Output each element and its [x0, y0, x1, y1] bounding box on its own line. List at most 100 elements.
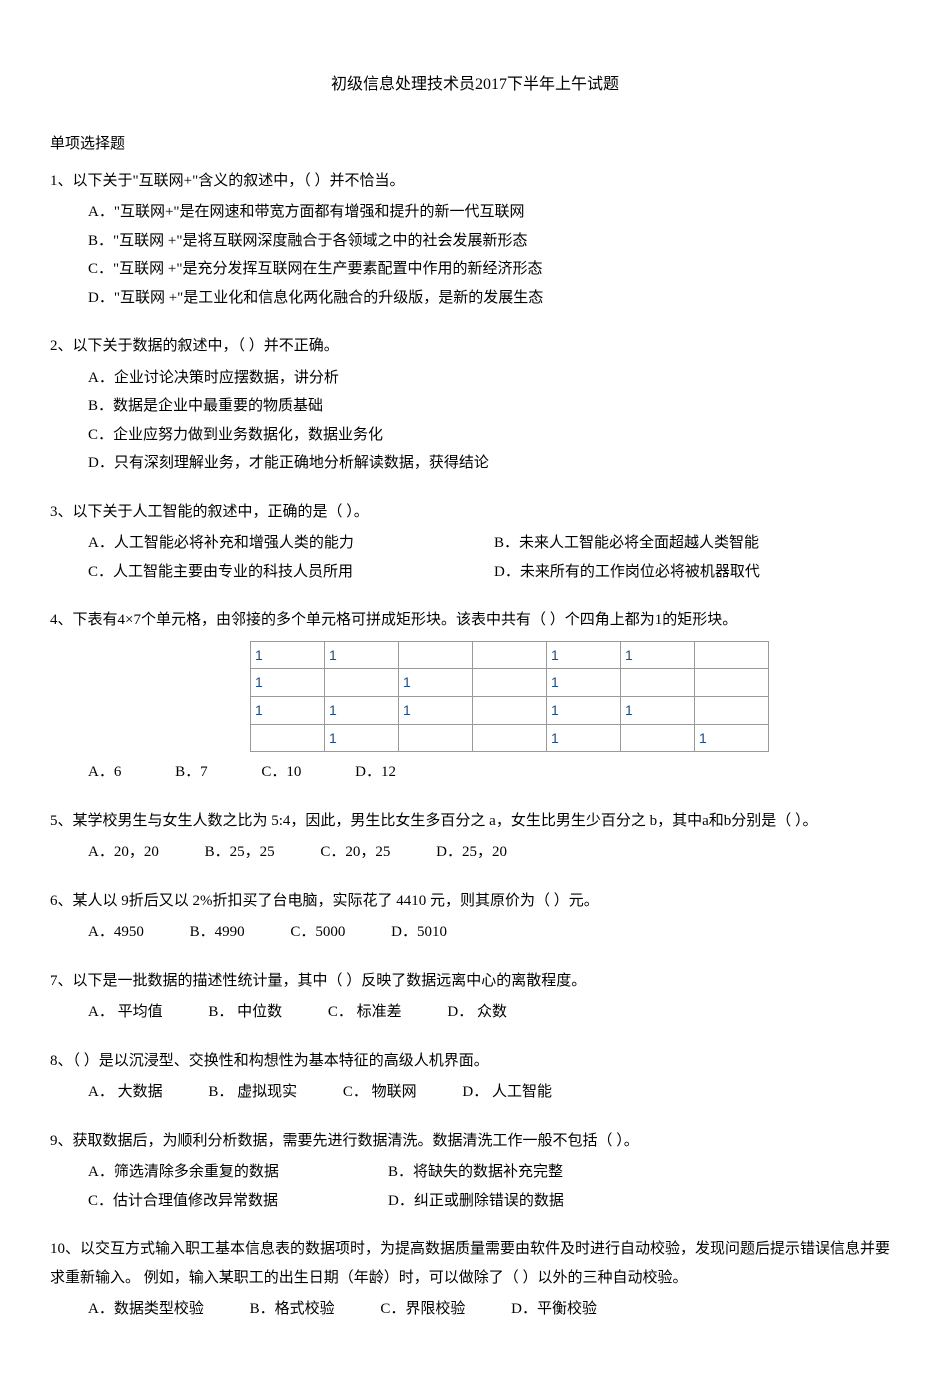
data-table: 1 1 1 1 1 1 1 1 1 1 1 1 1	[250, 641, 769, 752]
question-10: 10、以交互方式输入职工基本信息表的数据项时，为提高数据质量需要由软件及时进行自…	[50, 1235, 900, 1324]
question-text: 4、下表有4×7个单元格，由邻接的多个单元格可拼成矩形块。该表中共有（ ）个四角…	[50, 606, 900, 635]
cell: 1	[399, 669, 473, 697]
cell: 1	[325, 724, 399, 752]
question-stem: 以下是一批数据的描述性统计量，其中（ ）反映了数据远离中心的离散程度。	[73, 973, 587, 989]
question-num: 6、	[50, 893, 73, 909]
question-4: 4、下表有4×7个单元格，由邻接的多个单元格可拼成矩形块。该表中共有（ ）个四角…	[50, 606, 900, 786]
option-a: A．人工智能必将补充和增强人类的能力	[88, 529, 494, 558]
question-num: 8、	[50, 1053, 73, 1069]
question-2: 2、以下关于数据的叙述中，（ ）并不正确。 A．企业讨论决策时应摆数据，讲分析 …	[50, 332, 900, 478]
option-c: C．10	[261, 764, 301, 780]
option-c: C． 标准差	[328, 1004, 402, 1020]
option-b: B．格式校验	[250, 1301, 335, 1317]
question-stem: 以下关于"互联网+"含义的叙述中，（ ）并不恰当。	[73, 173, 405, 189]
question-stem: 某学校男生与女生人数之比为 5:4，因此，男生比女生多百分之 a，女生比男生少百…	[73, 813, 818, 829]
cell	[399, 641, 473, 669]
cell: 1	[325, 697, 399, 725]
question-stem: 以下关于数据的叙述中，（ ）并不正确。	[73, 338, 339, 354]
question-num: 1、	[50, 173, 73, 189]
option-b: B．4990	[190, 924, 245, 940]
cell	[473, 724, 547, 752]
cell	[473, 697, 547, 725]
cell: 1	[547, 669, 621, 697]
table-row: 1 1 1 1	[251, 641, 769, 669]
question-stem: （ ）是以沉浸型、交换性和构想性为基本特征的高级人机界面。	[73, 1053, 489, 1069]
cell: 1	[547, 697, 621, 725]
question-text: 9、获取数据后，为顺利分析数据，需要先进行数据清洗。数据清洗工作一般不包括（ ）…	[50, 1127, 900, 1156]
option-a: A．筛选清除多余重复的数据	[88, 1158, 388, 1187]
question-text: 5、某学校男生与女生人数之比为 5:4，因此，男生比女生多百分之 a，女生比男生…	[50, 807, 900, 836]
page-title: 初级信息处理技术员2017下半年上午试题	[50, 70, 900, 100]
option-b: B．将缺失的数据补充完整	[388, 1158, 900, 1187]
option-c: C．"互联网 +"是充分发挥互联网在生产要素配置中作用的新经济形态	[88, 255, 900, 284]
option-b: B． 虚拟现实	[208, 1084, 297, 1100]
cell: 1	[547, 641, 621, 669]
cell: 1	[251, 641, 325, 669]
option-d: D．未来所有的工作岗位必将被机器取代	[494, 558, 900, 587]
option-d: D．"互联网 +"是工业化和信息化两化融合的升级版，是新的发展生态	[88, 284, 900, 313]
option-d: D．平衡校验	[511, 1301, 597, 1317]
cell: 1	[399, 697, 473, 725]
option-a: A． 平均值	[88, 1004, 163, 1020]
table-row: 1 1 1	[251, 724, 769, 752]
question-stem: 以交互方式输入职工基本信息表的数据项时，为提高数据质量需要由软件及时进行自动校验…	[50, 1241, 890, 1286]
option-c: C．20，25	[320, 844, 390, 860]
table-row: 1 1 1 1 1	[251, 697, 769, 725]
option-c: C．估计合理值修改异常数据	[88, 1187, 388, 1216]
section-header: 单项选择题	[50, 130, 900, 159]
option-d: D．纠正或删除错误的数据	[388, 1187, 900, 1216]
question-num: 7、	[50, 973, 73, 989]
option-a: A．企业讨论决策时应摆数据，讲分析	[88, 364, 900, 393]
cell	[695, 697, 769, 725]
option-d: D． 众数	[447, 1004, 507, 1020]
question-text: 7、以下是一批数据的描述性统计量，其中（ ）反映了数据远离中心的离散程度。	[50, 967, 900, 996]
question-text: 3、以下关于人工智能的叙述中，正确的是（ ）。	[50, 498, 900, 527]
question-num: 9、	[50, 1133, 73, 1149]
option-a: A．"互联网+"是在网速和带宽方面都有增强和提升的新一代互联网	[88, 198, 900, 227]
option-c: C．人工智能主要由专业的科技人员所用	[88, 558, 494, 587]
question-text: 1、以下关于"互联网+"含义的叙述中，（ ）并不恰当。	[50, 167, 900, 196]
cell	[473, 669, 547, 697]
option-d: D．12	[355, 764, 396, 780]
cell: 1	[325, 641, 399, 669]
cell: 1	[547, 724, 621, 752]
question-8: 8、（ ）是以沉浸型、交换性和构想性为基本特征的高级人机界面。 A． 大数据 B…	[50, 1047, 900, 1107]
cell: 1	[251, 669, 325, 697]
option-a: A． 大数据	[88, 1084, 163, 1100]
option-a: A．数据类型校验	[88, 1301, 204, 1317]
question-6: 6、某人以 9折后又以 2%折扣买了台电脑，实际花了 4410 元，则其原价为（…	[50, 887, 900, 947]
question-1: 1、以下关于"互联网+"含义的叙述中，（ ）并不恰当。 A．"互联网+"是在网速…	[50, 167, 900, 313]
option-c: C． 物联网	[343, 1084, 417, 1100]
question-stem: 下表有4×7个单元格，由邻接的多个单元格可拼成矩形块。该表中共有（ ）个四角上都…	[73, 612, 738, 628]
option-b: B．7	[175, 764, 208, 780]
question-num: 3、	[50, 504, 73, 520]
option-d: D．只有深刻理解业务，才能正确地分析解读数据，获得结论	[88, 449, 900, 478]
cell	[695, 669, 769, 697]
question-text: 8、（ ）是以沉浸型、交换性和构想性为基本特征的高级人机界面。	[50, 1047, 900, 1076]
option-a: A．6	[88, 764, 121, 780]
question-stem: 获取数据后，为顺利分析数据，需要先进行数据清洗。数据清洗工作一般不包括（ ）。	[73, 1133, 639, 1149]
question-num: 4、	[50, 612, 73, 628]
cell: 1	[621, 697, 695, 725]
option-c: C．5000	[290, 924, 345, 940]
table-row: 1 1 1	[251, 669, 769, 697]
option-d: D． 人工智能	[462, 1084, 552, 1100]
question-num: 2、	[50, 338, 73, 354]
question-num: 10、	[50, 1241, 80, 1257]
option-c: C．企业应努力做到业务数据化，数据业务化	[88, 421, 900, 450]
question-7: 7、以下是一批数据的描述性统计量，其中（ ）反映了数据远离中心的离散程度。 A．…	[50, 967, 900, 1027]
option-d: D．25，20	[436, 844, 507, 860]
option-a: A．4950	[88, 924, 144, 940]
question-text: 10、以交互方式输入职工基本信息表的数据项时，为提高数据质量需要由软件及时进行自…	[50, 1235, 900, 1292]
question-num: 5、	[50, 813, 73, 829]
cell	[621, 669, 695, 697]
cell: 1	[621, 641, 695, 669]
option-b: B．未来人工智能必将全面超越人类智能	[494, 529, 900, 558]
option-d: D．5010	[391, 924, 447, 940]
option-c: C．界限校验	[380, 1301, 465, 1317]
question-5: 5、某学校男生与女生人数之比为 5:4，因此，男生比女生多百分之 a，女生比男生…	[50, 807, 900, 867]
cell	[621, 724, 695, 752]
question-3: 3、以下关于人工智能的叙述中，正确的是（ ）。 A．人工智能必将补充和增强人类的…	[50, 498, 900, 587]
question-9: 9、获取数据后，为顺利分析数据，需要先进行数据清洗。数据清洗工作一般不包括（ ）…	[50, 1127, 900, 1216]
question-text: 2、以下关于数据的叙述中，（ ）并不正确。	[50, 332, 900, 361]
